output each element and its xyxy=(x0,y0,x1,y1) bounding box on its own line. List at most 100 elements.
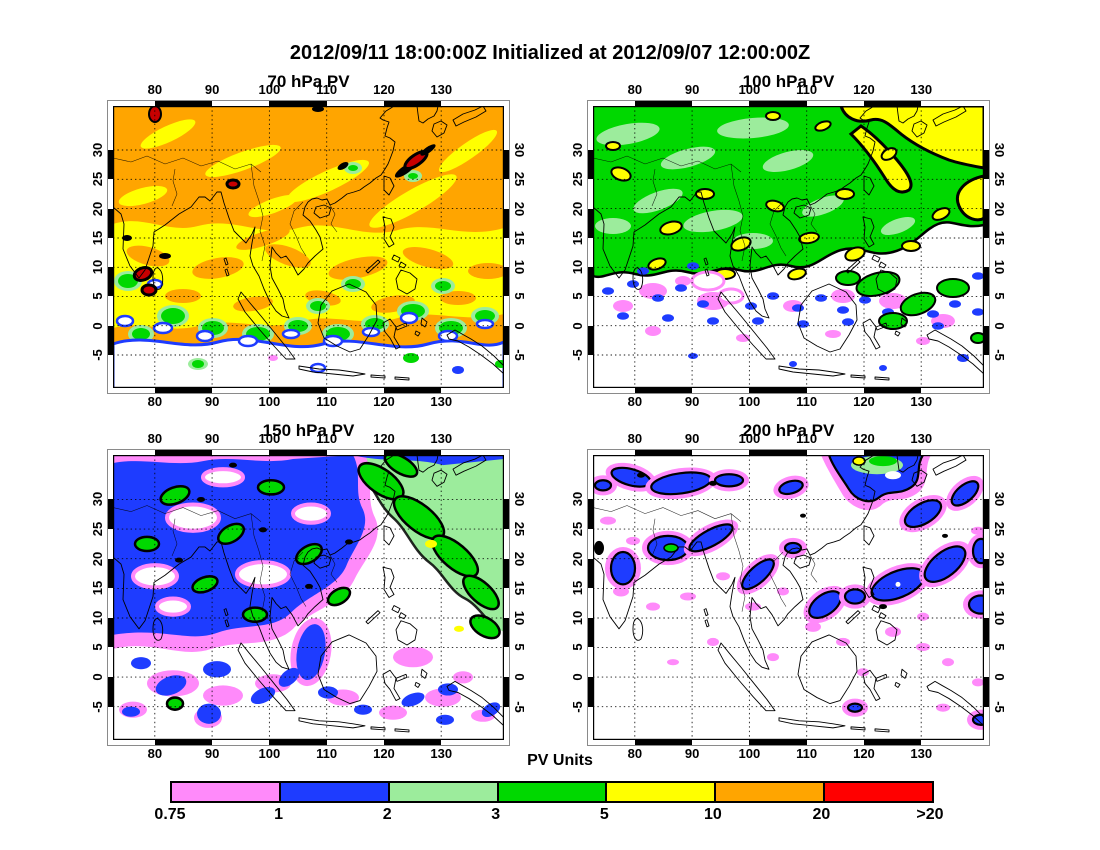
lon-axis-label: 130 xyxy=(910,431,933,446)
lon-axis-label: 90 xyxy=(204,82,220,97)
lon-axis-label: 130 xyxy=(430,431,453,446)
frame-tick-segment xyxy=(984,149,989,180)
blue-blobs-200hpa xyxy=(593,462,984,730)
lon-axis-label: 100 xyxy=(258,431,281,446)
frame-tick-segment xyxy=(634,101,693,106)
frame-tick-segment xyxy=(984,677,989,707)
map-field-200hpa xyxy=(593,455,984,740)
lon-axis-label: 80 xyxy=(627,431,643,446)
frame-tick-segment xyxy=(634,740,693,745)
lat-axis-label: -5 xyxy=(570,700,585,713)
frame-tick-segment xyxy=(269,388,327,393)
lon-axis-label: 120 xyxy=(373,431,395,446)
colorbar-boundary-label: 20 xyxy=(812,806,831,823)
lon-axis-label: 130 xyxy=(430,82,453,97)
frame-tick-segment xyxy=(504,677,509,707)
frame-tick-segment xyxy=(269,740,327,745)
frame-tick-segment xyxy=(504,325,509,355)
lon-axis-label: 120 xyxy=(853,82,875,97)
frame-tick-segment xyxy=(863,740,922,745)
colorbar-cell xyxy=(607,783,717,801)
lon-axis-label: 80 xyxy=(627,82,643,97)
frame-tick-segment xyxy=(383,740,442,745)
blue-blobs-south-150hpa xyxy=(122,657,501,725)
lon-axis-label: 80 xyxy=(147,746,163,761)
frame-tick-segment xyxy=(504,149,509,180)
panel-title-150hpa: 150 hPa PV xyxy=(262,421,355,440)
lon-axis-label: 100 xyxy=(738,394,761,409)
lon-axis-label: 90 xyxy=(684,431,700,446)
colorbar-boundary-label: 2 xyxy=(382,806,392,823)
colorbar-boundary-label: 5 xyxy=(599,806,609,823)
lon-axis-label: 90 xyxy=(684,394,700,409)
colorbar-boundary-label: >20 xyxy=(916,806,944,823)
frame-tick-segment xyxy=(108,208,113,238)
lon-axis-label: 110 xyxy=(796,82,818,97)
frame-tick-segment xyxy=(863,388,922,393)
lon-axis-label: 90 xyxy=(684,82,700,97)
lon-axis-label: 130 xyxy=(430,394,453,409)
ring-dots-70hpa xyxy=(115,278,495,348)
lat-axis-label: -5 xyxy=(90,349,105,361)
map-field-150hpa xyxy=(113,455,504,740)
colorbar-cell xyxy=(280,783,390,801)
colorbar-cell xyxy=(825,783,933,801)
frame-tick-segment xyxy=(108,677,113,707)
field-100hpa xyxy=(593,106,984,388)
frame-tick-segment xyxy=(749,101,807,106)
pink-speckles-200hpa xyxy=(600,516,984,712)
colorbar-cell xyxy=(716,783,826,801)
lon-axis-label: 100 xyxy=(258,394,281,409)
colorbar-boundary-label: 3 xyxy=(491,806,501,823)
frame-tick-segment xyxy=(383,388,442,393)
frame-tick-segment xyxy=(749,450,807,455)
lon-axis-label: 120 xyxy=(853,746,875,761)
colorbar-cell xyxy=(389,783,499,801)
frame-tick-segment xyxy=(749,740,807,745)
frame-tick-segment xyxy=(108,149,113,180)
frame-tick-segment xyxy=(588,558,593,589)
lat-axis-label: -5 xyxy=(512,700,527,713)
panel-title-100hpa: 100 hPa PV xyxy=(742,72,835,91)
frame-tick-segment xyxy=(984,558,989,589)
colorbar-boundary-label: 0.75 xyxy=(154,806,186,823)
lon-axis-label: 120 xyxy=(373,394,395,409)
frame-tick-segment xyxy=(269,450,327,455)
frame-tick-segment xyxy=(108,618,113,648)
colorbar-title: PV Units xyxy=(527,752,593,769)
lon-axis-label: 130 xyxy=(430,746,453,761)
lon-axis-label: 80 xyxy=(147,82,163,97)
yellow-blobs-100hpa xyxy=(605,111,951,281)
lat-axis-label: -5 xyxy=(90,700,105,713)
frame-tick-segment xyxy=(588,618,593,648)
colorbar xyxy=(170,781,934,803)
map-field-70hpa xyxy=(113,106,504,388)
lon-axis-label: 100 xyxy=(738,82,761,97)
lon-axis-label: 80 xyxy=(147,431,163,446)
frame-tick-segment xyxy=(588,677,593,707)
lon-axis-label: 90 xyxy=(204,746,220,761)
frame-tick-segment xyxy=(984,325,989,355)
lon-axis-label: 130 xyxy=(910,82,933,97)
lon-axis-label: 90 xyxy=(204,394,220,409)
frame-tick-segment xyxy=(154,740,213,745)
lon-axis-label: 110 xyxy=(796,394,818,409)
lat-axis-label: -5 xyxy=(992,700,1007,713)
frame-tick-segment xyxy=(863,101,922,106)
lon-axis-label: 120 xyxy=(853,394,875,409)
figure-title: 2012/09/11 18:00:00Z Initialized at 2012… xyxy=(289,42,811,64)
frame-tick-segment xyxy=(154,388,213,393)
lon-axis-label: 80 xyxy=(627,746,643,761)
panel-title-200hpa: 200 hPa PV xyxy=(742,421,835,440)
lon-axis-label: 110 xyxy=(316,746,338,761)
lat-axis-label: -5 xyxy=(512,349,527,361)
lon-axis-label: 80 xyxy=(147,394,163,409)
frame-tick-segment xyxy=(504,558,509,589)
frame-tick-segment xyxy=(588,499,593,530)
lon-axis-label: 110 xyxy=(316,82,338,97)
lon-axis-label: 110 xyxy=(316,431,338,446)
lon-axis-label: 130 xyxy=(910,746,933,761)
extreme-pv-spots-70hpa xyxy=(122,106,436,297)
map-field-100hpa xyxy=(593,106,984,388)
